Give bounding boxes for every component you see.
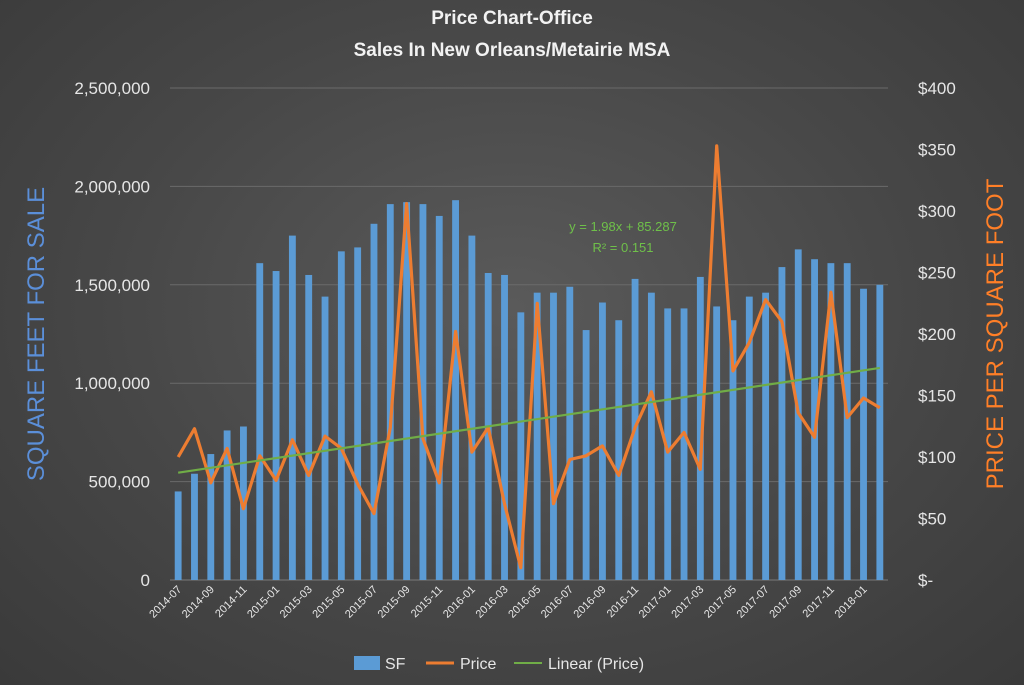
linear-trendline: [177, 366, 881, 474]
trendline-series: [177, 366, 881, 474]
x-tick-label: 2015-05: [310, 584, 347, 621]
x-tick-label: 2015-07: [343, 584, 380, 621]
sf-bar: [876, 284, 884, 580]
sf-bar: [517, 312, 525, 580]
legend-sf-swatch: [354, 656, 380, 670]
chart-title-line-2: Sales In New Orleans/Metairie MSA: [354, 40, 671, 61]
sf-bar: [174, 491, 182, 580]
sf-bar: [435, 215, 443, 581]
right-tick-label: $-: [918, 571, 933, 590]
left-tick-label: 500,000: [89, 473, 150, 492]
x-tick-label: 2016-11: [605, 584, 641, 620]
right-tick-label: $400: [918, 79, 956, 98]
chart-title-line-1: Price Chart-Office: [431, 8, 593, 29]
sf-bar: [468, 235, 476, 580]
x-tick-label: 2017-11: [801, 584, 837, 620]
left-tick-label: 0: [141, 571, 150, 590]
left-tick-label: 1,000,000: [74, 374, 150, 393]
legend-price-label: Price: [460, 656, 497, 673]
sf-bar: [452, 200, 459, 580]
x-tick-label: 2014-09: [180, 584, 217, 621]
legend: SF Price Linear (Price): [354, 656, 644, 673]
sf-bar: [843, 263, 851, 580]
sf-bar: [403, 202, 411, 581]
x-tick-label: 2015-09: [376, 584, 413, 621]
right-tick-label: $350: [918, 141, 956, 160]
left-axis-ticks: 0 500,000 1,000,000 1,500,000 2,000,000 2,500…: [74, 79, 150, 590]
right-tick-label: $50: [918, 510, 946, 529]
sf-bar: [827, 263, 835, 580]
sf-bar: [354, 247, 362, 580]
sf-bar: [860, 288, 867, 580]
x-tick-label: 2017-07: [735, 584, 772, 621]
sf-bar: [664, 308, 672, 580]
x-tick-label: 2015-03: [278, 584, 315, 621]
left-tick-label: 2,500,000: [74, 79, 150, 98]
x-tick-label: 2016-09: [572, 584, 609, 621]
x-tick-label: 2017-03: [669, 584, 706, 621]
x-tick-label: 2017-05: [702, 584, 739, 621]
sf-bar: [550, 292, 557, 580]
sf-bar: [370, 223, 378, 581]
x-axis-ticks: 2014-072014-092014-112015-012015-032015-…: [147, 584, 869, 621]
sf-bar: [272, 271, 280, 580]
right-tick-label: $200: [918, 325, 956, 344]
sf-bar: [337, 251, 345, 580]
left-tick-label: 1,500,000: [74, 276, 150, 295]
sf-bar: [207, 454, 215, 580]
right-axis-ticks: $- $50 $100 $150 $200 $250 $300 $350 $400: [918, 79, 956, 590]
sf-bar: [745, 296, 753, 580]
x-tick-label: 2014-07: [147, 584, 184, 621]
sf-bar: [223, 430, 231, 580]
sf-bar: [778, 267, 786, 580]
legend-sf-label: SF: [385, 656, 406, 673]
price-line-series: [176, 144, 881, 570]
legend-linear-label: Linear (Price): [548, 656, 644, 673]
left-axis-label: SQUARE FEET FOR SALE: [23, 187, 50, 481]
x-tick-label: 2017-09: [767, 584, 804, 621]
sf-bar: [419, 204, 427, 580]
trendline-equation: y = 1.98x + 85.287: [569, 219, 677, 234]
right-axis-label: PRICE PER SQUARE FOOT: [982, 178, 1009, 489]
x-tick-label: 2015-01: [245, 584, 282, 621]
sf-bar: [191, 473, 198, 580]
right-tick-label: $250: [918, 264, 956, 283]
sf-bar: [647, 292, 655, 580]
sf-bar: [501, 274, 508, 580]
right-tick-label: $100: [918, 448, 956, 467]
x-tick-label: 2016-05: [506, 584, 543, 621]
sf-bar: [599, 302, 606, 580]
sf-bar: [729, 320, 737, 580]
trendline-r-squared: R² = 0.151: [592, 240, 653, 255]
sf-bar: [615, 320, 623, 580]
sf-bar: [288, 235, 296, 580]
sf-bar: [713, 306, 721, 580]
x-tick-label: 2017-01: [637, 584, 674, 621]
sf-bar: [256, 263, 264, 580]
right-tick-label: $300: [918, 202, 956, 221]
left-tick-label: 2,000,000: [74, 177, 150, 196]
sf-bar: [762, 292, 770, 580]
x-tick-label: 2016-07: [539, 584, 576, 621]
sf-bars: [174, 200, 884, 581]
x-tick-label: 2015-11: [409, 584, 445, 620]
x-tick-label: 2018-01: [833, 584, 870, 621]
x-tick-label: 2014-11: [213, 584, 249, 620]
sf-bar: [696, 276, 704, 580]
x-tick-label: 2016-01: [441, 584, 478, 621]
sf-bar: [811, 259, 818, 580]
sf-bar: [533, 292, 541, 580]
sf-bar: [680, 308, 688, 580]
sf-bar: [566, 286, 574, 580]
right-tick-label: $150: [918, 387, 956, 406]
sf-bar: [305, 274, 313, 580]
price-line: [176, 144, 881, 570]
sf-bar: [386, 204, 394, 580]
x-tick-label: 2016-03: [474, 584, 511, 621]
